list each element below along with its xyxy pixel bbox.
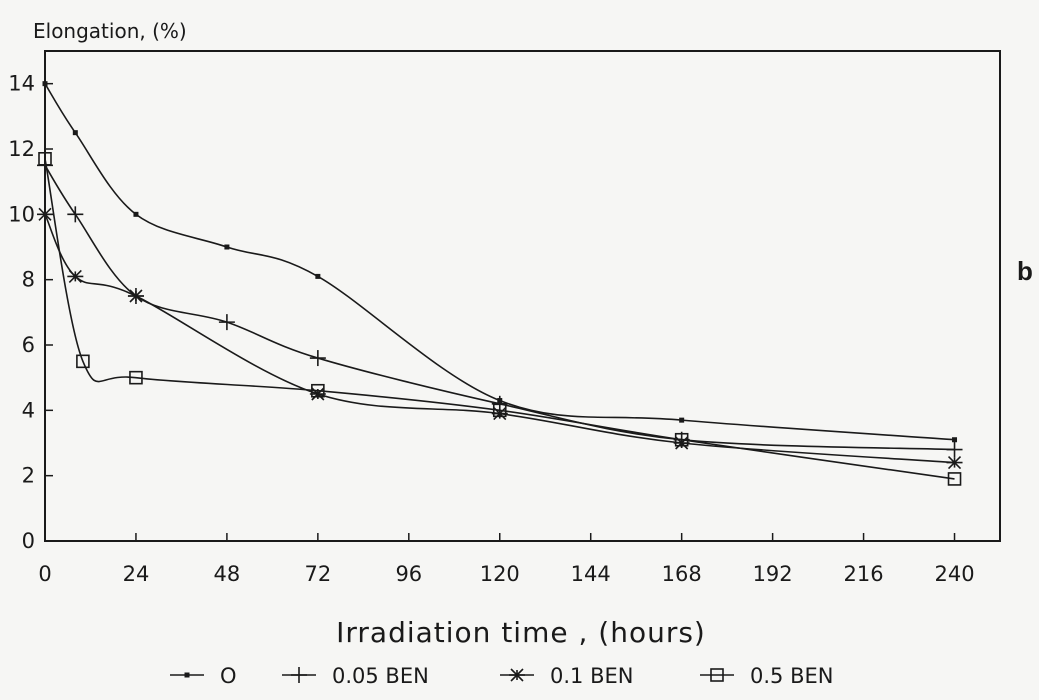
- x-tick-label: 48: [214, 562, 241, 586]
- x-tick-label: 96: [395, 562, 422, 586]
- y-tick-label: 6: [22, 333, 35, 357]
- legend-item: 0.05 BEN: [282, 664, 429, 688]
- data-point: [952, 437, 958, 443]
- data-point: [679, 417, 685, 423]
- x-tick-label: 240: [934, 562, 974, 586]
- legend: O 0.05 BEN 0.1 BEN 0.5 BEN: [170, 664, 833, 688]
- legend-marker: [184, 672, 190, 678]
- data-point: [42, 81, 48, 87]
- data-point: [674, 432, 689, 447]
- data-point: [38, 152, 52, 166]
- x-tick-label: 144: [571, 562, 611, 586]
- y-axis-label: Elongation, (%): [33, 19, 187, 43]
- data-point: [67, 206, 84, 223]
- data-point: [311, 383, 325, 398]
- legend-item: O: [170, 664, 237, 688]
- x-axis-label: Irradiation time , (hours): [336, 616, 706, 649]
- y-tick-label: 12: [8, 137, 35, 161]
- data-point: [37, 207, 53, 221]
- y-tick-label: 0: [22, 529, 35, 553]
- data-point: [309, 350, 326, 367]
- x-tick-label: 24: [123, 562, 150, 586]
- x-tick-label: 216: [844, 562, 884, 586]
- legend-marker: [509, 668, 525, 682]
- panel-label: b: [1017, 256, 1033, 286]
- data-point: [133, 211, 139, 217]
- y-tick-label: 8: [22, 268, 35, 292]
- legend-label: 0.1 BEN: [550, 664, 633, 688]
- y-tick-label: 14: [8, 72, 35, 96]
- y-tick-label: 4: [22, 398, 35, 422]
- data-point: [946, 441, 963, 458]
- series-line-0: [44, 83, 955, 441]
- data-point: [315, 273, 321, 279]
- data-point: [129, 370, 143, 385]
- legend-item: 0.1 BEN: [500, 664, 633, 688]
- legend-item: 0.5 BEN: [700, 664, 833, 688]
- legend-label: O: [220, 664, 237, 688]
- series-line-2: [44, 213, 955, 464]
- series-line-1: [44, 164, 955, 451]
- data-point: [492, 403, 507, 418]
- x-tick-label: 192: [753, 562, 793, 586]
- data-point: [127, 289, 144, 303]
- data-point: [76, 354, 90, 369]
- data-point: [72, 130, 78, 136]
- x-tick-label: 120: [480, 562, 520, 586]
- data-point: [224, 244, 230, 250]
- data-point: [67, 269, 84, 283]
- legend-label: 0.05 BEN: [332, 664, 429, 688]
- data-point: [946, 456, 963, 470]
- y-tick-label: 2: [22, 464, 35, 488]
- legend-label: 0.5 BEN: [750, 664, 833, 688]
- x-tick-label: 72: [304, 562, 331, 586]
- data-point: [947, 472, 962, 486]
- legend-marker: [291, 667, 307, 683]
- data-point: [218, 314, 235, 331]
- markers: [37, 81, 963, 486]
- series-line-3: [44, 158, 955, 480]
- plot-frame: [44, 50, 1001, 542]
- legend-marker: [710, 668, 724, 682]
- curves: [44, 83, 955, 480]
- y-tick-label: 10: [8, 202, 35, 226]
- x-tick-label: 168: [662, 562, 702, 586]
- x-tick-label: 0: [38, 562, 51, 586]
